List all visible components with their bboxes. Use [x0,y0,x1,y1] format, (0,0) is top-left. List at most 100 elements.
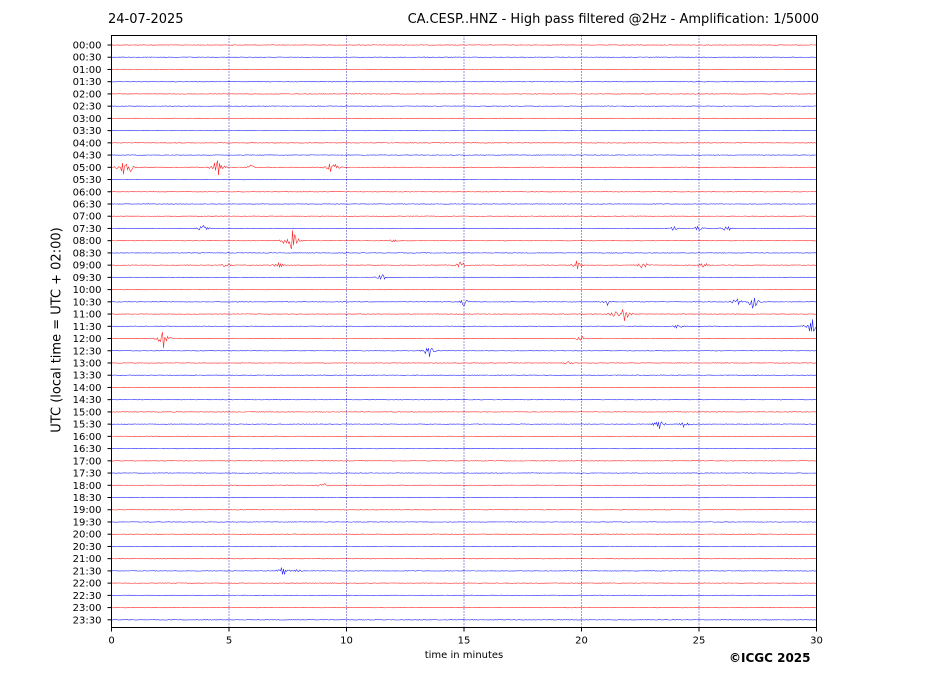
row-label-0230: 02:30 [73,102,102,113]
trace-1600 [111,435,817,437]
row-label-0000: 00:00 [73,41,102,52]
x-axis-label: time in minutes [424,650,504,661]
trace-0430 [111,154,817,156]
plot-frame [111,35,817,628]
row-label-2030: 20:30 [73,542,102,553]
row-label-0100: 01:00 [73,65,102,76]
x-tick-label: 20 [575,636,588,647]
row-label-1630: 16:30 [73,444,102,455]
copyright-label: ©ICGC 2025 [729,651,811,665]
trace-2100 [111,558,817,560]
row-label-2200: 22:00 [73,579,102,590]
trace-1630 [111,448,817,450]
row-label-1500: 15:00 [73,407,102,418]
trace-0730 [111,224,817,232]
trace-0100 [111,68,817,71]
x-tick-label: 25 [693,636,706,647]
row-label-0430: 04:30 [73,151,102,162]
trace-1300 [111,361,817,365]
trace-0600 [111,191,817,193]
trace-0400 [111,142,817,144]
row-label-0830: 08:30 [73,248,102,259]
trace-0330 [111,130,817,132]
trace-2000 [111,533,817,535]
trace-1830 [111,496,817,499]
trace-2300 [111,607,817,609]
grid-lines [228,35,700,628]
row-label-0800: 08:00 [73,236,102,247]
trace-0230 [111,105,817,107]
row-label-0130: 01:30 [73,77,102,88]
row-label-1400: 14:00 [73,383,102,394]
x-tick-label: 10 [340,636,353,647]
trace-1100 [111,309,817,321]
trace-1130 [111,319,817,332]
trace-0830 [111,252,817,254]
trace-1700 [111,460,817,462]
trace-1930 [111,521,817,523]
trace-1900 [111,509,817,511]
row-label-0530: 05:30 [73,175,102,186]
trace-0000 [111,44,817,46]
trace-0200 [111,93,817,95]
trace-layer [111,44,817,621]
row-label-1730: 17:30 [73,469,102,480]
trace-0800 [111,230,817,250]
row-label-2100: 21:00 [73,554,102,565]
chart-title: CA.CESP..HNZ - High pass filtered @2Hz -… [407,12,819,27]
x-tick-label: 5 [226,636,232,647]
trace-1000 [111,289,817,291]
trace-1030 [111,297,817,309]
row-label-1830: 18:30 [73,493,102,504]
row-label-0300: 03:00 [73,114,102,125]
row-label-1300: 13:00 [73,358,102,369]
date-label: 24-07-2025 [108,12,184,27]
row-label-2230: 22:30 [73,591,102,602]
trace-0130 [111,81,817,83]
row-label-0330: 03:30 [73,126,102,137]
row-label-1030: 10:30 [73,297,102,308]
row-label-0400: 04:00 [73,138,102,149]
row-label-2300: 23:00 [73,603,102,614]
row-label-1130: 11:30 [73,322,102,333]
trace-1800 [111,483,817,487]
row-label-1430: 14:30 [73,395,102,406]
trace-0500 [111,160,817,176]
row-label-1800: 18:00 [73,481,102,492]
row-label-2330: 23:30 [73,615,102,626]
trace-1230 [111,347,817,358]
trace-0530 [111,178,817,181]
row-label-1330: 13:30 [73,371,102,382]
row-label-0700: 07:00 [73,212,102,223]
row-label-0600: 06:00 [73,187,102,198]
row-label-1230: 12:30 [73,346,102,357]
trace-2030 [111,545,817,547]
row-label-1100: 11:00 [73,310,102,321]
trace-0900 [111,260,817,270]
trace-0700 [111,215,817,217]
row-label-1000: 10:00 [73,285,102,296]
trace-1730 [111,472,817,474]
trace-0300 [111,117,817,119]
trace-1530 [111,421,817,430]
trace-1500 [111,411,817,413]
x-tick-label: 30 [810,636,823,647]
trace-1330 [111,374,817,376]
trace-1430 [111,399,817,401]
row-label-1600: 16:00 [73,432,102,443]
trace-0930 [111,274,817,280]
trace-2130 [111,567,817,575]
trace-0030 [111,56,817,58]
trace-1400 [111,386,817,389]
row-label-0500: 05:00 [73,163,102,174]
row-label-2130: 21:30 [73,566,102,577]
row-label-0030: 00:30 [73,53,102,64]
row-label-2000: 20:00 [73,530,102,541]
row-label-0730: 07:30 [73,224,102,235]
trace-2330 [111,619,817,621]
row-label-1930: 19:30 [73,517,102,528]
trace-0630 [111,203,817,205]
row-label-1200: 12:00 [73,334,102,345]
